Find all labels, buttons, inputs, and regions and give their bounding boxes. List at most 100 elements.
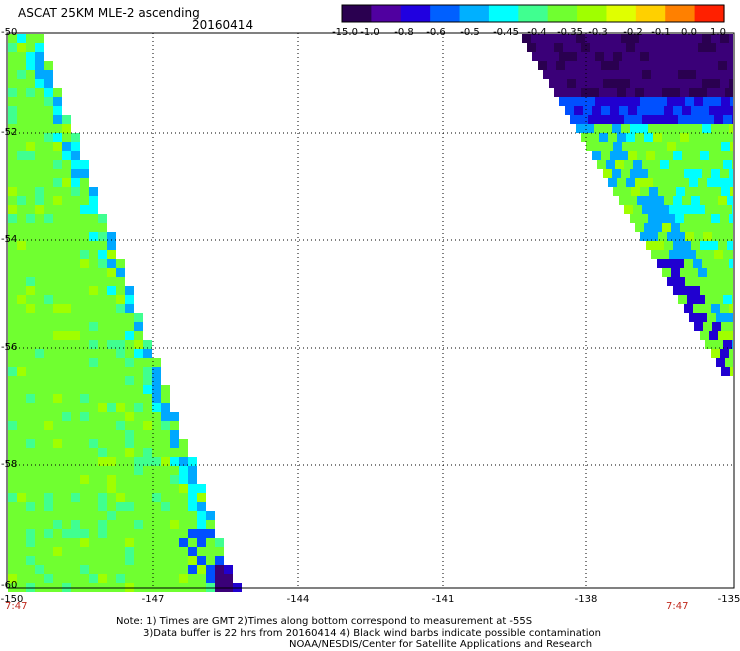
swath-cell (152, 367, 161, 376)
swath-cell (684, 124, 693, 133)
swath-cell (730, 187, 733, 196)
swath-cell (592, 61, 601, 70)
swath-cell (71, 358, 80, 367)
swath-cell (71, 394, 80, 403)
swath-cell (80, 448, 89, 457)
swath-cell (89, 385, 98, 394)
swath-cell (626, 133, 635, 142)
swath-cell (98, 520, 107, 529)
swath-cell (71, 538, 80, 547)
swath-cell (161, 520, 170, 529)
swath-cell (630, 79, 639, 88)
swath-cell (711, 349, 720, 358)
swath-cell (134, 520, 143, 529)
swath-cell (197, 502, 206, 511)
swath-cell (721, 97, 730, 106)
swath-cell (669, 115, 678, 124)
swath-cell (53, 88, 62, 97)
swath-cell (206, 547, 215, 556)
swath-cell (684, 259, 693, 268)
swath-cell (653, 88, 662, 97)
swath-cell (179, 556, 188, 565)
swath-cell (17, 502, 26, 511)
swath-cell (17, 106, 26, 115)
swath-cell (89, 241, 98, 250)
swath-cell (17, 115, 26, 124)
swath-cell (17, 241, 26, 250)
swath-cell (80, 376, 89, 385)
swath-cell (161, 466, 170, 475)
swath-cell (26, 520, 35, 529)
swath-cell (8, 43, 17, 52)
swath-cell (712, 97, 721, 106)
swath-cell (35, 457, 44, 466)
swath-cell (718, 196, 727, 205)
swath-cell (26, 547, 35, 556)
swath-cell (8, 349, 17, 358)
swath-cell (595, 142, 604, 151)
swath-cell (651, 115, 660, 124)
swath-cell (80, 223, 89, 232)
swath-cell (705, 295, 714, 304)
swath-cell (727, 286, 733, 295)
swath-cell (657, 79, 666, 88)
swath-cell (612, 79, 621, 88)
swath-cell (714, 205, 723, 214)
swath-cell (648, 79, 657, 88)
swath-cell (709, 286, 718, 295)
swath-cell (125, 340, 134, 349)
swath-cell (675, 169, 684, 178)
swath-cell (116, 313, 125, 322)
swath-cell (26, 250, 35, 259)
swath-cell (17, 52, 26, 61)
swath-cell (633, 205, 642, 214)
colorbar-label: 1.0 (710, 27, 726, 38)
swath-cell (565, 106, 574, 115)
swath-cell (622, 97, 631, 106)
swath-cell (703, 322, 712, 331)
swath-cell (17, 367, 26, 376)
swath-cell (8, 295, 17, 304)
swath-cell (80, 295, 89, 304)
swath-cell (657, 169, 666, 178)
swath-cell (53, 169, 62, 178)
colorbar-frame (341, 4, 725, 23)
swath-cell (44, 313, 53, 322)
swath-cell (134, 394, 143, 403)
swath-cell (53, 430, 62, 439)
swath-cell (707, 178, 716, 187)
swath-cell (714, 295, 723, 304)
swath-cell (62, 511, 71, 520)
swath-cell (572, 43, 581, 52)
swath-cell (152, 574, 161, 583)
swath-cell (89, 403, 98, 412)
swath-cell (675, 214, 684, 223)
swath-cell (693, 79, 702, 88)
swath-cell (660, 205, 669, 214)
swath-cell (648, 214, 657, 223)
swath-cell (44, 421, 53, 430)
swath-cell (673, 61, 682, 70)
swath-cell (44, 223, 53, 232)
swath-cell (678, 205, 687, 214)
swath-cell (26, 115, 35, 124)
swath-cell (116, 529, 125, 538)
swath-cell (179, 565, 188, 574)
swath-cell (152, 385, 161, 394)
swath-cell (71, 403, 80, 412)
swath-cell (705, 205, 714, 214)
swath-cell (675, 34, 684, 43)
swath-cell (35, 349, 44, 358)
swath-cell (678, 115, 687, 124)
swath-cell (624, 115, 633, 124)
swath-cell (8, 412, 17, 421)
swath-cell (633, 160, 642, 169)
swath-cell (590, 88, 599, 97)
swath-cell (143, 439, 152, 448)
swath-cell (116, 475, 125, 484)
swath-cell (35, 205, 44, 214)
swath-cell (682, 106, 691, 115)
swath-cell (107, 493, 116, 502)
swath-cell (633, 115, 642, 124)
swath-cell (170, 538, 179, 547)
